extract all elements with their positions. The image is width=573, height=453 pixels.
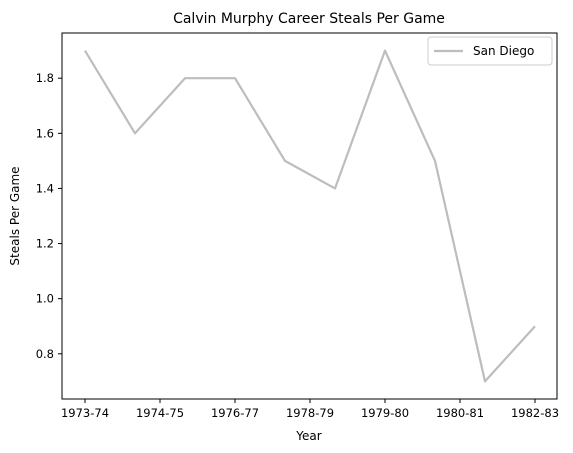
legend-label: San Diego bbox=[473, 44, 534, 58]
x-tick-label: 1976-77 bbox=[211, 406, 259, 420]
x-tick-label: 1982-83 bbox=[511, 406, 559, 420]
y-axis: 0.8 1.0 1.2 1.4 1.6 1.8 bbox=[36, 71, 62, 361]
y-tick-label: 1.2 bbox=[36, 237, 54, 251]
x-tick-label: 1980-81 bbox=[436, 406, 484, 420]
y-tick-label: 0.8 bbox=[36, 347, 54, 361]
x-tick-label: 1974-75 bbox=[136, 406, 184, 420]
plot-area bbox=[62, 33, 557, 399]
x-axis-label: Year bbox=[295, 429, 321, 443]
y-tick-label: 1.4 bbox=[36, 181, 54, 195]
x-tick-label: 1973-74 bbox=[61, 406, 109, 420]
x-tick-label: 1979-80 bbox=[361, 406, 409, 420]
legend-box bbox=[427, 36, 553, 66]
legend: San Diego bbox=[427, 36, 553, 66]
y-tick-label: 1.8 bbox=[36, 71, 54, 85]
series-layer bbox=[84, 49, 536, 383]
y-tick-label: 1.0 bbox=[36, 292, 54, 306]
y-tick-label: 1.6 bbox=[36, 126, 54, 140]
x-axis: 1973-74 1974-75 1976-77 1978-79 1979-80 1980-… bbox=[61, 399, 559, 420]
x-tick-label: 1978-79 bbox=[286, 406, 334, 420]
chart-title: Calvin Murphy Career Steals Per Game bbox=[173, 11, 445, 27]
series-line-san-diego bbox=[84, 49, 536, 383]
y-axis-label: Steals Per Game bbox=[8, 166, 22, 265]
